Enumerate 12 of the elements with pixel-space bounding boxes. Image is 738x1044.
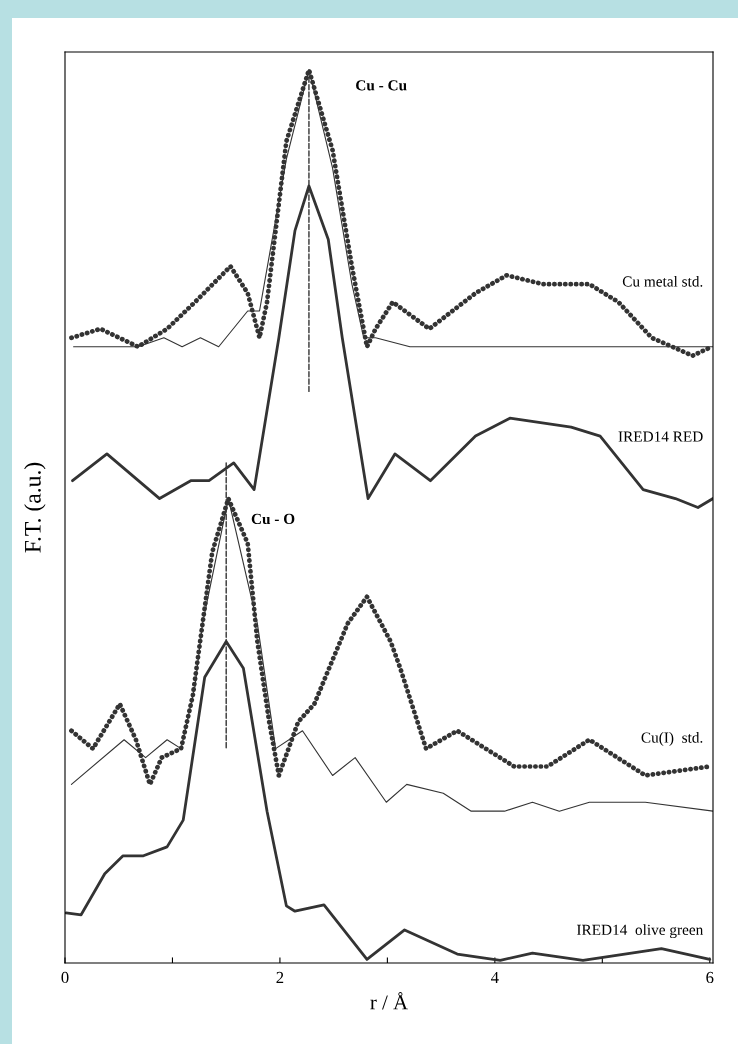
x-axis-title: r / Å: [370, 992, 408, 1010]
x-tick-label: 2: [276, 971, 284, 983]
x-tick-label: 0: [61, 971, 69, 984]
y-axis-title: F.T. (a.u.): [24, 462, 46, 553]
series-label: Cu(I) std.: [641, 732, 703, 746]
x-tick-label: 6: [706, 971, 714, 984]
series-label: IRED14 olive green: [576, 924, 704, 939]
annotation: Cu - Cu: [356, 80, 407, 91]
series-label: IRED14 RED: [618, 431, 703, 442]
annotation: Cu - O: [251, 513, 295, 525]
x-tick-label: 4: [491, 971, 499, 983]
series-label: Cu metal std.: [622, 275, 703, 287]
